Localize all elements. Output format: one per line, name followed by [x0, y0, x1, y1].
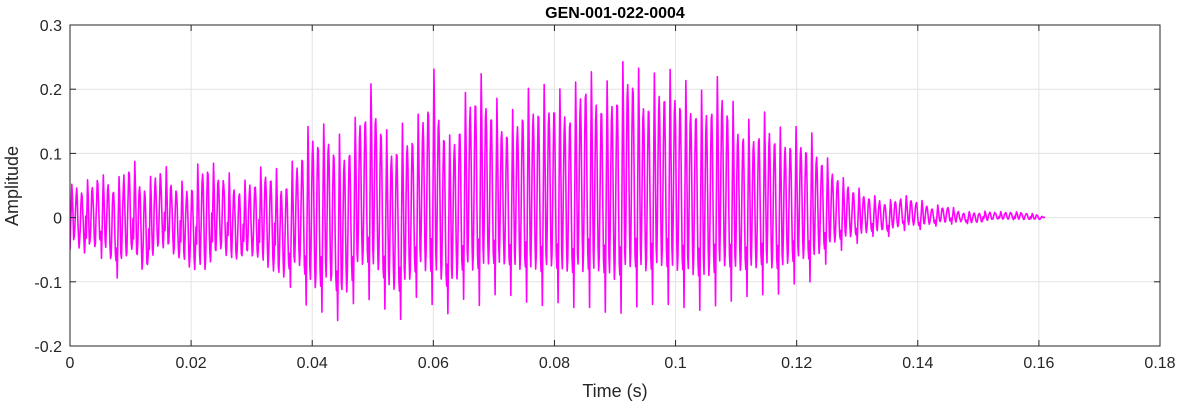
- x-tick-label: 0.1: [664, 355, 686, 372]
- series-line: [70, 60, 1046, 322]
- x-tick-label: 0.08: [539, 355, 570, 372]
- x-tick-label: 0: [66, 355, 75, 372]
- x-tick-label: 0.14: [902, 355, 933, 372]
- axis-ticks: [69, 24, 1161, 347]
- x-tick-label: 0.16: [1023, 355, 1054, 372]
- y-axis-label: Amplitude: [2, 146, 22, 226]
- y-tick-label: 0.2: [40, 82, 62, 99]
- x-tick-labels: 0 0.02 0.04 0.06 0.08 0.1 0.12 0.14 0.16 0.18: [66, 355, 1176, 372]
- y-tick-label: 0.3: [40, 18, 62, 35]
- x-axis-label: Time (s): [582, 381, 647, 401]
- x-tick-label: 0.02: [176, 355, 207, 372]
- chart-title: GEN-001-022-0004: [545, 5, 685, 22]
- x-tick-label: 0.06: [418, 355, 449, 372]
- x-tick-label: 0.12: [781, 355, 812, 372]
- plot-frame: [69, 24, 1161, 347]
- y-tick-label: -0.1: [34, 275, 62, 292]
- plot-area: [70, 25, 1160, 346]
- y-tick-label: 0: [53, 211, 62, 228]
- y-tick-label: -0.2: [34, 339, 62, 356]
- x-tick-label: 0.18: [1144, 355, 1175, 372]
- y-tick-label: 0.1: [40, 146, 62, 163]
- y-tick-labels: -0.2 -0.1 0 0.1 0.2 0.3: [34, 18, 62, 356]
- x-tick-label: 0.04: [297, 355, 328, 372]
